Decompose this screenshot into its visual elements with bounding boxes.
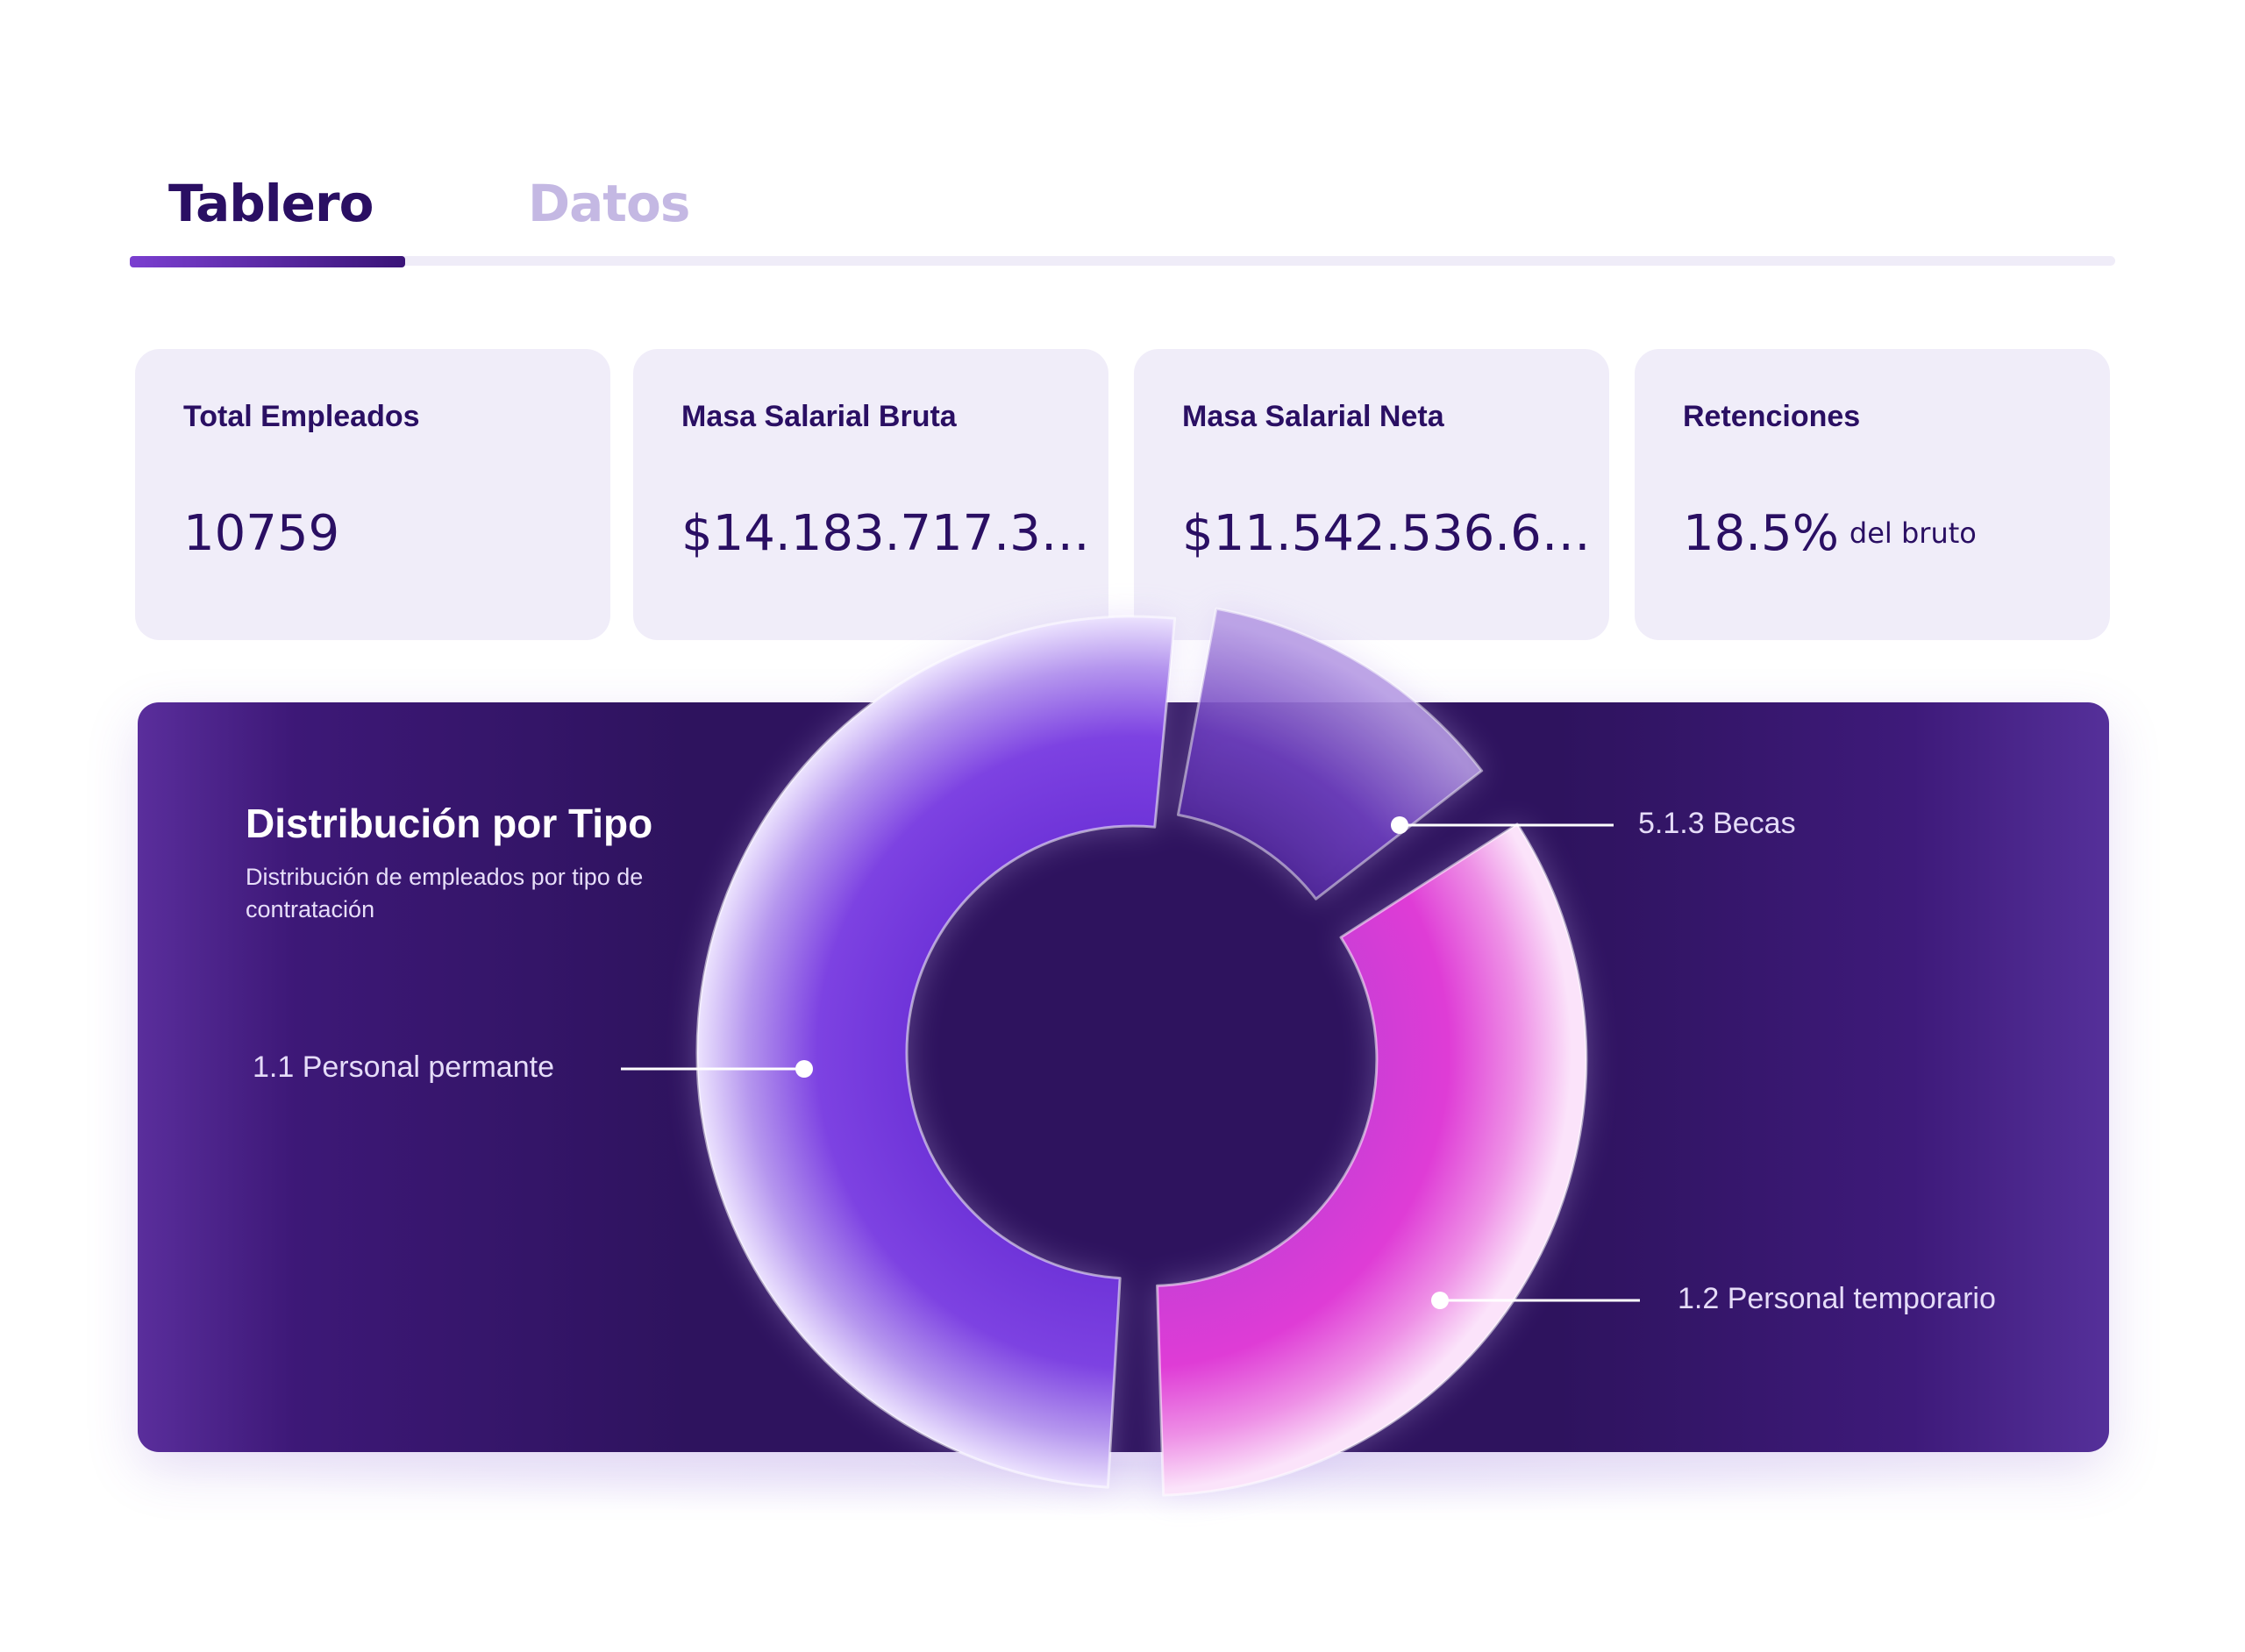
donut-slice-personal-permanente[interactable] bbox=[695, 615, 1177, 1489]
card-value: $14.183.717.311,... bbox=[681, 505, 1094, 562]
callout-label-personal-permanente: 1.1 Personal permante bbox=[253, 1050, 554, 1084]
tab-bar: Tablero Datos bbox=[130, 132, 2115, 272]
card-value: 10759 bbox=[183, 505, 340, 562]
callout-dot-personal-permanente bbox=[795, 1060, 813, 1078]
retenciones-percent: 18.5% bbox=[1683, 505, 1839, 562]
active-tab-indicator bbox=[130, 256, 405, 267]
retenciones-suffix: del bruto bbox=[1849, 516, 1977, 550]
panel-subtitle: Distribución de empleados por tipo de co… bbox=[246, 864, 644, 922]
callout-label-becas: 5.1.3 Becas bbox=[1638, 807, 1796, 840]
tab-datos[interactable]: Datos bbox=[528, 174, 690, 233]
card-title: Retenciones bbox=[1683, 400, 1861, 433]
card-retenciones: Retenciones 18.5% del bruto bbox=[1635, 349, 2110, 640]
callout-dot-personal-temporario bbox=[1431, 1292, 1449, 1309]
card-masa-salarial-neta: Masa Salarial Neta $11.542.536.62... bbox=[1134, 349, 1609, 640]
card-value: $11.542.536.62... bbox=[1182, 505, 1594, 562]
card-total-empleados: Total Empleados 10759 bbox=[135, 349, 610, 640]
card-title: Masa Salarial Bruta bbox=[681, 400, 957, 433]
card-masa-salarial-bruta: Masa Salarial Bruta $14.183.717.311,... bbox=[633, 349, 1108, 640]
card-value: 18.5% del bruto bbox=[1683, 505, 2095, 562]
callout-label-personal-temporario: 1.2 Personal temporario bbox=[1678, 1282, 1996, 1315]
card-title: Masa Salarial Neta bbox=[1182, 400, 1444, 433]
panel-title: Distribución por Tipo bbox=[246, 801, 653, 846]
tab-tablero[interactable]: Tablero bbox=[168, 174, 374, 233]
tab-track bbox=[130, 256, 2115, 266]
card-title: Total Empleados bbox=[183, 400, 420, 433]
donut-slice-personal-temporario[interactable] bbox=[1156, 822, 1588, 1497]
callout-dot-becas bbox=[1391, 816, 1408, 834]
